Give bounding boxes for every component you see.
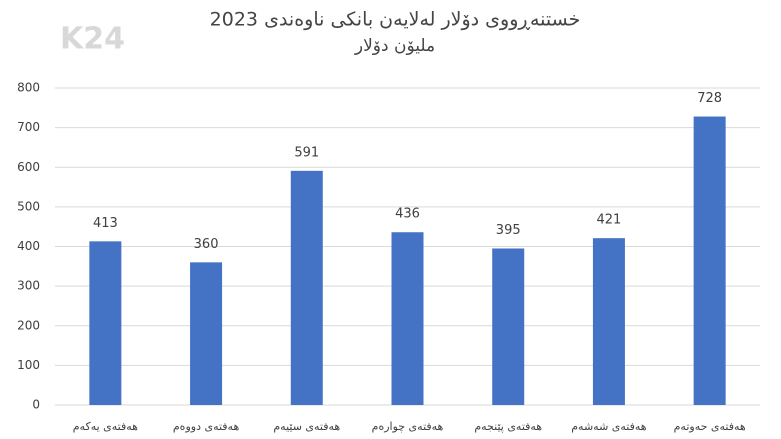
y-tick-label: 400	[17, 239, 40, 253]
data-label: 591	[294, 145, 319, 160]
data-label: 436	[395, 207, 420, 222]
watermark: K24	[60, 22, 125, 57]
y-tick-label: 500	[17, 199, 40, 213]
data-label: 395	[496, 223, 521, 238]
x-tick-label: هەفتەی شەشەم	[571, 420, 647, 433]
data-label: 360	[194, 237, 219, 252]
bar	[190, 262, 223, 405]
bar	[290, 170, 323, 405]
y-tick-label: 300	[17, 279, 40, 293]
x-tick-label: هەفتەی دووەم	[173, 420, 240, 433]
bar	[391, 232, 424, 405]
y-tick-label: 700	[17, 120, 40, 134]
data-label: 728	[697, 91, 722, 106]
x-tick-label: هەفتەی چوارەم	[372, 420, 444, 433]
x-tick-label: هەفتەی پێنجەم	[474, 420, 542, 433]
bar	[592, 238, 625, 405]
x-tick-label: هەفتەی یەکەم	[73, 420, 138, 433]
data-label: 413	[93, 216, 118, 231]
y-tick-label: 800	[17, 81, 40, 95]
y-tick-label: 0	[32, 398, 40, 412]
data-label: 421	[597, 213, 622, 228]
y-tick-label: 600	[17, 160, 40, 174]
y-tick-label: 100	[17, 358, 40, 372]
bar	[693, 116, 726, 405]
x-tick-label: هەفتەی حەوتەم	[674, 420, 746, 433]
y-tick-label: 200	[17, 318, 40, 332]
x-tick-label: هەفتەی سێیەم	[273, 420, 340, 433]
chart-title: خستنەڕووی دۆلار لەلایەن بانکی ناوەندی 20…	[210, 9, 581, 31]
bar	[492, 248, 525, 405]
chart-subtitle: ملیۆن دۆلار	[354, 36, 435, 56]
bar	[89, 241, 122, 405]
